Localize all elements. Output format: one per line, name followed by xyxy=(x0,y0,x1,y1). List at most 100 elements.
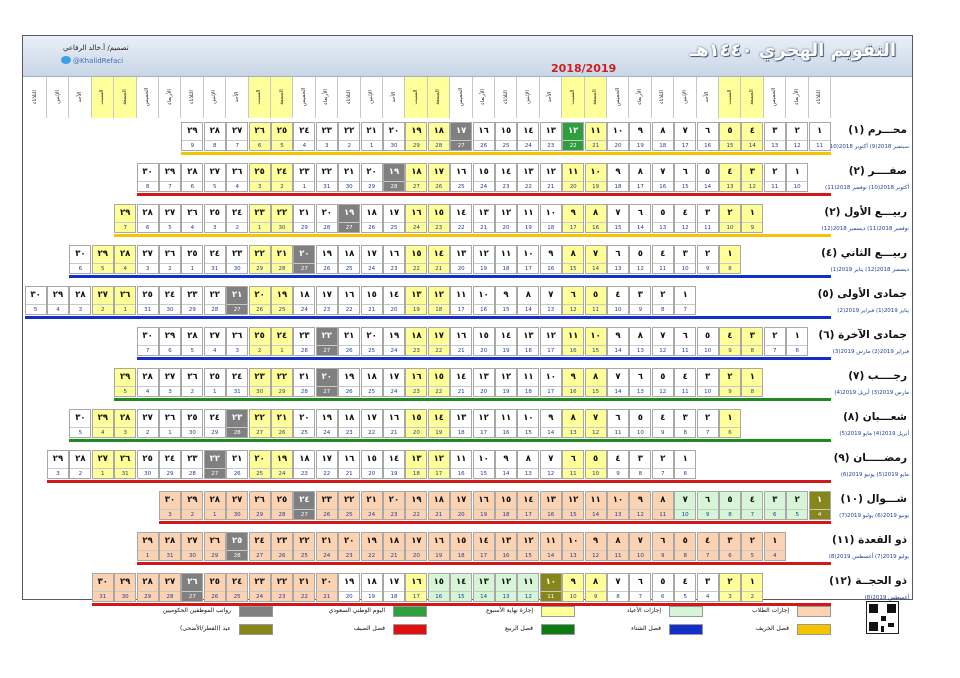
day-cell: ٢٢ 2 xyxy=(338,122,361,151)
legend-swatch xyxy=(669,606,703,617)
day-cell: ٩ 18 xyxy=(607,163,629,192)
gregorian-day: 13 xyxy=(518,468,539,480)
hijri-day: ٢٧ xyxy=(164,372,176,382)
day-cell: ١٤ 24 xyxy=(517,122,540,152)
hijri-day: ٢٢ xyxy=(343,126,355,136)
day-cell: ١٠ 13 xyxy=(607,491,629,520)
gregorian-day: 1 xyxy=(272,345,292,357)
gregorian-day: 20 xyxy=(384,304,404,316)
day-cell: ٢٣ 30 xyxy=(248,368,271,397)
gregorian-day: 26 xyxy=(272,550,292,562)
hijri-day: ٧ xyxy=(615,577,621,587)
day-cell: ٢٥ 28 xyxy=(226,532,249,561)
day-cell: ١٢ 17 xyxy=(427,450,450,479)
hijri-day: ٣ xyxy=(749,167,755,177)
gregorian-day: 13 xyxy=(540,304,561,316)
hijri-day: ١٥ xyxy=(433,208,444,218)
hijri-day: ١٤ xyxy=(478,536,489,546)
hijri-day: ١٧ xyxy=(366,249,377,259)
hijri-day: ٢٢ xyxy=(321,331,332,341)
hijri-day: ١٨ xyxy=(433,126,444,136)
gregorian-day: 15 xyxy=(585,386,606,398)
gregorian-day: 11 xyxy=(563,468,584,480)
hijri-day: ١٨ xyxy=(366,577,377,587)
day-cell: ٢٦ 31 xyxy=(114,450,137,479)
hijri-day: ٤ xyxy=(682,577,688,587)
day-cell: ١ 10 xyxy=(786,163,809,192)
hijri-day: ٢ xyxy=(660,290,666,300)
gregorian-day: 5 xyxy=(272,140,292,152)
day-cell: ١٠ 11 xyxy=(539,573,562,602)
gregorian-day: 12 xyxy=(787,140,808,152)
gregorian-day: 20 xyxy=(451,509,472,521)
gregorian-day: 16 xyxy=(652,181,673,193)
hijri-day: ٢١ xyxy=(343,331,355,341)
gregorian-day: 16 xyxy=(496,427,516,439)
day-cell: ٤ 14 xyxy=(741,122,764,151)
weekday-header: الثلاثاء xyxy=(652,77,675,118)
gregorian-day: 8 xyxy=(742,345,763,357)
calendar-title: التقويم الهجري ١٤٤٠هـ xyxy=(690,40,896,61)
day-cell: ٩ 16 xyxy=(539,245,562,274)
day-cell: ٢٠ 27 xyxy=(315,368,338,397)
gregorian-day: 25 xyxy=(361,345,382,357)
hijri-day: ٦ xyxy=(704,495,711,505)
day-cell: ١٢ 20 xyxy=(495,204,517,233)
hijri-day: ١ xyxy=(749,577,755,587)
gregorian-day: 24 xyxy=(518,140,539,152)
hijri-day: ٧ xyxy=(615,208,621,218)
gregorian-day: 4 xyxy=(227,181,248,193)
day-cell: ٢٨ 29 xyxy=(136,573,159,602)
day-cell: ٢٧ 28 xyxy=(159,573,181,602)
day-cell: ٢٩ 4 xyxy=(47,286,69,315)
gregorian-day: 15 xyxy=(563,509,584,521)
gregorian-day: 21 xyxy=(428,509,449,521)
weekday-label: الإثنين xyxy=(368,90,375,104)
hijri-day: ٢١ xyxy=(276,249,288,259)
hijri-day: ٨ xyxy=(592,372,599,382)
weekday-header: الثلاثاء xyxy=(181,77,204,118)
gregorian-day: 23 xyxy=(339,550,360,562)
hijri-day: ٢١ xyxy=(299,372,310,382)
gregorian-day: 13 xyxy=(764,140,785,152)
hijri-day: ١١ xyxy=(545,536,556,546)
gregorian-months: يونيو 2019(6) يوليو 2019(7) xyxy=(839,513,909,519)
gregorian-day: 22 xyxy=(361,550,382,562)
weekday-header: الإثنين xyxy=(674,77,697,118)
hijri-day: ٢٣ xyxy=(231,413,243,423)
weekday-label: الأحد xyxy=(390,91,397,103)
month-name: رمضـــــان (٩) xyxy=(833,452,907,464)
hijri-day: ١٤ xyxy=(433,413,444,423)
day-cell: ١٩ 25 xyxy=(271,286,293,315)
weekday-label: الأربعاء xyxy=(793,89,800,105)
day-cell: ١٦ 25 xyxy=(450,163,473,192)
day-cell: ١٧ 22 xyxy=(315,450,338,479)
gregorian-day: 18 xyxy=(451,427,472,439)
hijri-day: ١٠ xyxy=(545,208,556,218)
hijri-day: ٢٠ xyxy=(321,208,332,218)
day-cell: ٢٧ 5 xyxy=(159,204,181,233)
day-cell: ٦ 13 xyxy=(607,245,629,274)
gregorian-day: 18 xyxy=(496,263,516,275)
day-cell: ٢٢ 29 xyxy=(248,245,271,275)
gregorian-day: 26 xyxy=(473,140,494,152)
day-cell: ٢٦ 4 xyxy=(181,204,204,233)
gregorian-day: 15 xyxy=(675,181,696,193)
hijri-day: ١٨ xyxy=(299,290,310,300)
month-name: جمادى الأولى (٥) xyxy=(817,288,907,300)
season-bar xyxy=(47,480,831,483)
day-cell: ١٨ 27 xyxy=(405,163,428,192)
hijri-day: ٢٤ xyxy=(276,331,288,341)
hijri-day: ١٣ xyxy=(500,536,512,546)
gregorian-day: 28 xyxy=(272,263,292,275)
gregorian-day: 29 xyxy=(249,263,270,275)
hijri-day: ٧ xyxy=(548,290,554,300)
hijri-day: ١٢ xyxy=(433,290,444,300)
gregorian-day: 12 xyxy=(540,468,561,480)
hijri-day: ٢٧ xyxy=(209,331,220,341)
